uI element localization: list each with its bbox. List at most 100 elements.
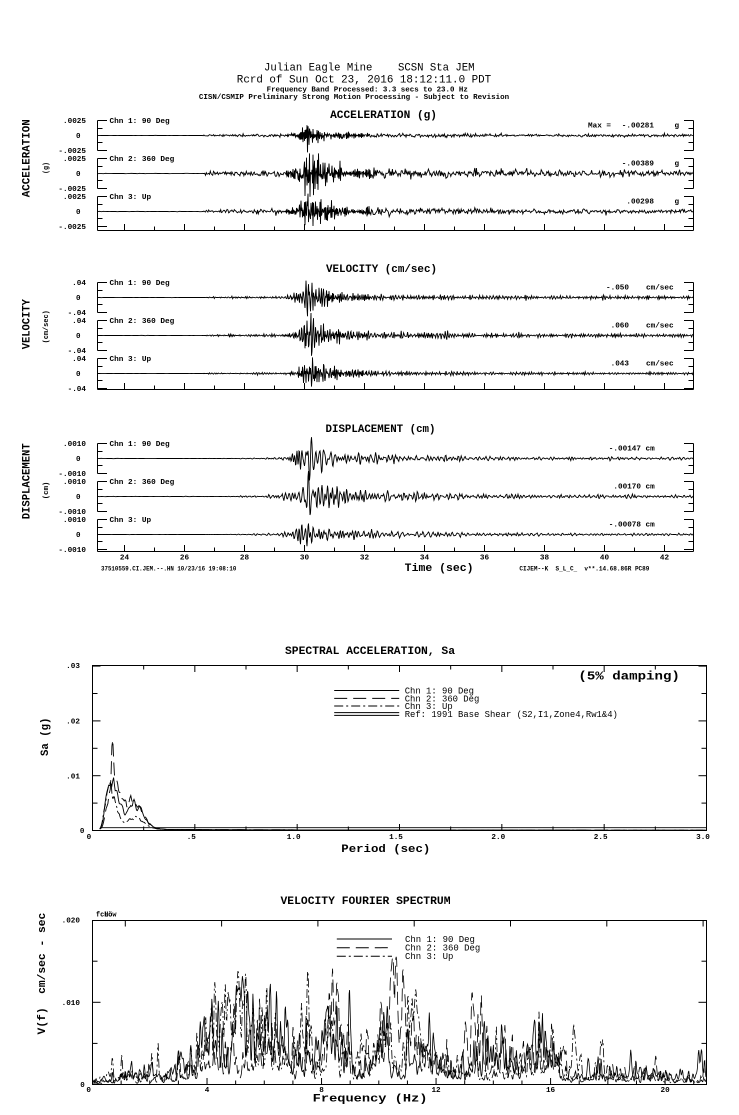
svg-text:Rcrd of Sun Oct 23, 2016 18:12: Rcrd of Sun Oct 23, 2016 18:12:11.0 PDT	[237, 75, 492, 87]
svg-text:Julian Eagle Mine SCSN Sta: Julian Eagle Mine SCSN Sta JEM	[264, 63, 475, 75]
svg-text:Chn 2: 360 Deg: Chn 2: 360 Deg	[110, 318, 175, 326]
svg-text:Time (sec): Time (sec)	[405, 563, 474, 575]
svg-text:-.0025: -.0025	[58, 148, 86, 156]
svg-text:.060: .060	[611, 323, 630, 331]
svg-text:ACCELERATION (g): ACCELERATION (g)	[330, 110, 437, 122]
svg-text:.0010: .0010	[63, 517, 86, 525]
svg-text:Sa (g): Sa (g)	[40, 718, 52, 757]
svg-text:ö: ö	[108, 912, 113, 920]
svg-text:Chn 3: Up: Chn 3: Up	[110, 517, 152, 525]
svg-text:16: 16	[546, 1087, 556, 1095]
svg-text:Chn 1: 90 Deg: Chn 1: 90 Deg	[110, 118, 171, 126]
svg-text:-.00078: -.00078	[609, 522, 642, 530]
svg-text:g: g	[675, 123, 680, 131]
svg-text:DISPLACEMENT (cm): DISPLACEMENT (cm)	[326, 424, 436, 436]
svg-text:3.0: 3.0	[696, 834, 710, 842]
svg-text:cm: cm	[646, 522, 656, 530]
svg-text:Chn 1: 90 Deg: Chn 1: 90 Deg	[405, 934, 475, 945]
svg-text:.020: .020	[62, 918, 81, 926]
svg-text:37510559.CI.JEM.--.HN 10/23/16: 37510559.CI.JEM.--.HN 10/23/16 19:08:10	[101, 565, 237, 572]
svg-text:-.050: -.050	[606, 285, 629, 293]
svg-text:.0010: .0010	[63, 441, 86, 449]
svg-text:VELOCITY: VELOCITY	[22, 299, 34, 350]
svg-text:.04: .04	[72, 356, 86, 364]
svg-text:.0025: .0025	[63, 194, 86, 202]
svg-text:28: 28	[240, 555, 250, 563]
svg-text:32: 32	[360, 555, 370, 563]
svg-text:Chn 1: 90 Deg: Chn 1: 90 Deg	[110, 441, 171, 449]
svg-text:.04: .04	[72, 318, 86, 326]
svg-text:24: 24	[120, 555, 130, 563]
svg-text:(5% damping): (5% damping)	[578, 671, 680, 684]
svg-text:(g): (g)	[43, 162, 51, 174]
svg-text:-.04: -.04	[68, 348, 87, 356]
svg-text:.00298: .00298	[626, 199, 654, 207]
svg-text:0: 0	[76, 456, 81, 464]
svg-text:VELOCITY FOURIER SPECTRUM: VELOCITY FOURIER SPECTRUM	[281, 896, 451, 908]
svg-text:Frequency Band Processed: 3.3: Frequency Band Processed: 3.3 secs to 23…	[267, 87, 468, 95]
svg-text:.0025: .0025	[63, 156, 86, 164]
svg-text:0: 0	[76, 494, 81, 502]
svg-text:(cm): (cm)	[43, 482, 51, 500]
svg-text:0: 0	[76, 532, 81, 540]
svg-text:.02: .02	[66, 719, 80, 727]
svg-text:-.0025: -.0025	[58, 224, 86, 232]
svg-text:cm/sec: cm/sec	[646, 361, 674, 369]
svg-text:Chn 3: Up: Chn 3: Up	[110, 194, 152, 202]
svg-text:36: 36	[480, 555, 490, 563]
svg-text:-.0010: -.0010	[58, 509, 86, 517]
svg-text:0: 0	[76, 295, 81, 303]
svg-text:CIJEM--K S_L_C_ v**.14.68.86: CIJEM--K S_L_C_ v**.14.68.86R PC89	[519, 565, 649, 572]
svg-text:.03: .03	[66, 663, 80, 671]
svg-text:Ref: 1991 Base Shear (S2,I1,Zo: Ref: 1991 Base Shear (S2,I1,Zone4,Rw1&4)	[405, 709, 618, 720]
svg-text:Chn 3: Up: Chn 3: Up	[405, 951, 454, 962]
svg-text:CISN/CSMIP Preliminary Strong: CISN/CSMIP Preliminary Strong Motion Pro…	[199, 94, 510, 102]
svg-text:8: 8	[319, 1087, 324, 1095]
svg-text:0: 0	[76, 371, 81, 379]
svg-text:0: 0	[76, 133, 81, 141]
svg-text:.00170: .00170	[613, 484, 641, 492]
svg-text:cm/sec: cm/sec	[646, 285, 674, 293]
svg-text:g: g	[675, 161, 680, 169]
svg-text:2.5: 2.5	[594, 834, 608, 842]
svg-text:40: 40	[600, 555, 610, 563]
svg-text:.5: .5	[187, 834, 197, 842]
svg-text:.0010: .0010	[63, 479, 86, 487]
svg-text:ACCELERATION: ACCELERATION	[22, 119, 34, 197]
svg-text:Chn 2: 360 Deg: Chn 2: 360 Deg	[405, 943, 480, 954]
svg-text:-.00281: -.00281	[622, 123, 655, 131]
svg-text:-.0010: -.0010	[58, 547, 86, 555]
svg-text:0: 0	[87, 834, 92, 842]
svg-text:30: 30	[300, 555, 310, 563]
svg-text:VELOCITY (cm/sec): VELOCITY (cm/sec)	[326, 264, 437, 276]
svg-text:Chn 2: 360 Deg: Chn 2: 360 Deg	[405, 693, 480, 704]
svg-text:(cm/sec): (cm/sec)	[43, 310, 51, 343]
svg-text:0: 0	[76, 171, 81, 179]
svg-text:cm: cm	[646, 484, 656, 492]
svg-text:.010: .010	[62, 1000, 81, 1008]
svg-text:Frequency (Hz): Frequency (Hz)	[313, 1094, 428, 1106]
svg-text:Chn 3: Up: Chn 3: Up	[405, 701, 453, 712]
svg-text:Chn 1: 90 Deg: Chn 1: 90 Deg	[110, 280, 171, 288]
svg-text:V(f) cm/sec - sec: V(f) cm/sec - sec	[37, 913, 49, 1035]
svg-text:0: 0	[80, 828, 85, 836]
svg-text:.043: .043	[611, 361, 630, 369]
svg-text:20: 20	[661, 1087, 671, 1095]
svg-text:H: H	[104, 912, 108, 920]
svg-text:cm/sec: cm/sec	[646, 323, 674, 331]
svg-text:26: 26	[180, 555, 190, 563]
svg-text:Period (sec): Period (sec)	[341, 844, 430, 856]
svg-text:-.0010: -.0010	[58, 471, 86, 479]
svg-text:-.00147: -.00147	[609, 446, 641, 454]
svg-text:1.0: 1.0	[287, 834, 301, 842]
svg-text:1.5: 1.5	[389, 834, 403, 842]
svg-text:4: 4	[205, 1087, 210, 1095]
svg-text:12: 12	[431, 1087, 441, 1095]
svg-text:38: 38	[540, 555, 550, 563]
svg-text:-.04: -.04	[68, 386, 87, 394]
svg-text:42: 42	[660, 555, 670, 563]
svg-text:Chn 2: 360 Deg: Chn 2: 360 Deg	[110, 479, 175, 487]
svg-text:.04: .04	[72, 280, 86, 288]
svg-text:0: 0	[76, 333, 81, 341]
svg-text:Max =: Max =	[588, 123, 611, 131]
